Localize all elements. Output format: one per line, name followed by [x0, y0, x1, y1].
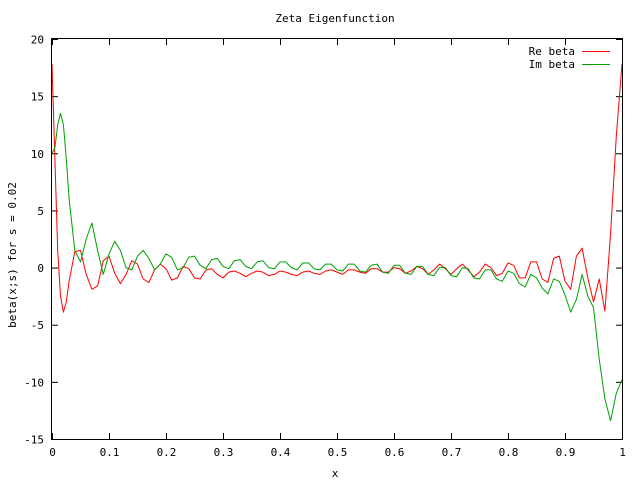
series-group — [51, 64, 623, 422]
series-line-re-beta — [51, 64, 623, 313]
chart-title: Zeta Eigenfunction — [275, 12, 394, 25]
x-tick-label: 0.5 — [328, 446, 348, 459]
x-axis: 0 0.1 0.2 0.3 0.4 0.5 0.6 0.7 0.8 0.9 1 — [49, 39, 626, 459]
legend-label: Re beta — [529, 45, 575, 58]
y-tick-label: 10 — [31, 148, 44, 161]
x-tick-label: 0.6 — [385, 446, 405, 459]
plot-frame — [51, 38, 623, 440]
y-tick-label: 20 — [31, 34, 44, 47]
x-tick-label: 0 — [49, 446, 56, 459]
y-tick-label: -15 — [24, 434, 44, 447]
y-tick-label: 5 — [37, 205, 44, 218]
y-axis: -15 -10 -5 0 5 10 15 20 — [24, 34, 622, 447]
legend-label: Im beta — [529, 58, 575, 71]
x-tick-label: 0.1 — [100, 446, 120, 459]
x-tick-label: 0.7 — [442, 446, 462, 459]
x-tick-label: 0.3 — [214, 446, 234, 459]
x-tick-label: 1 — [619, 446, 626, 459]
y-tick-label: -10 — [24, 376, 44, 389]
x-tick-label: 0.2 — [157, 446, 177, 459]
y-tick-label: -5 — [31, 319, 44, 332]
y-axis-label: beta(x;s) for s = 0.02 — [6, 182, 19, 328]
series-line-im-beta — [51, 112, 623, 422]
x-axis-label: x — [332, 467, 339, 480]
y-tick-label: 15 — [31, 91, 44, 104]
x-tick-label: 0.4 — [271, 446, 291, 459]
x-tick-label: 0.8 — [499, 446, 519, 459]
x-tick-label: 0.9 — [556, 446, 576, 459]
y-tick-label: 0 — [37, 262, 44, 275]
